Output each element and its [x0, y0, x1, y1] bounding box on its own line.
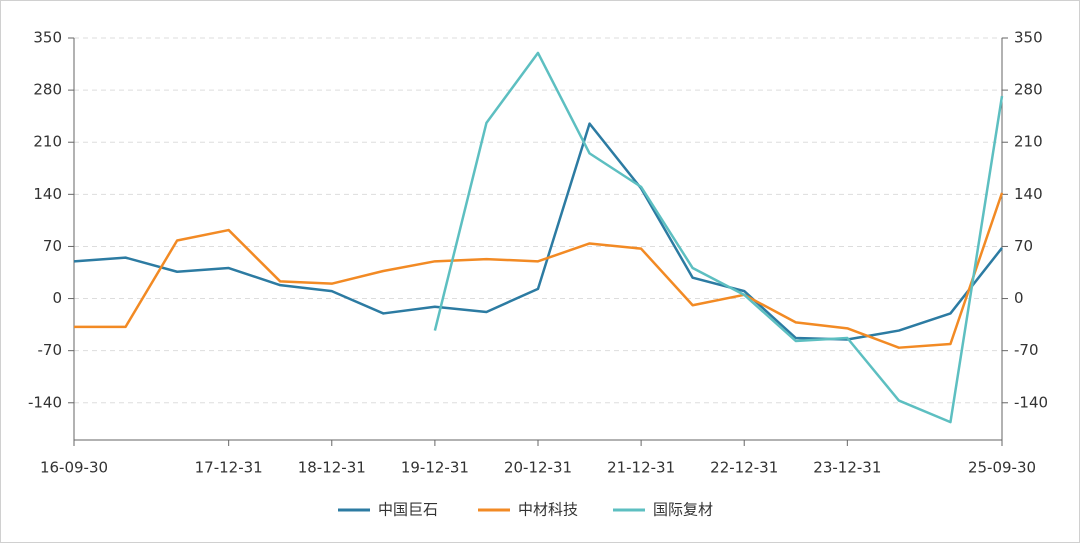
y-tick-label: 280	[33, 81, 62, 99]
y-tick-label: 140	[33, 185, 62, 203]
y2-tick-label: 0	[1014, 289, 1024, 307]
y2-tick-label: 140	[1014, 185, 1043, 203]
x-tick-label: 17-12-31	[195, 459, 263, 477]
y2-tick-label: 350	[1014, 29, 1043, 47]
series-line	[74, 192, 1004, 349]
y-tick-label: 210	[33, 133, 62, 151]
y-tick-label: -70	[38, 341, 63, 359]
y2-tick-label: -70	[1014, 341, 1039, 359]
y2-tick-label: -140	[1014, 393, 1048, 411]
y2-tick-label: 70	[1014, 237, 1033, 255]
x-tick-label: 23-12-31	[813, 459, 881, 477]
y-tick-label: 0	[52, 289, 62, 307]
x-tick-label: 21-12-31	[607, 459, 675, 477]
y-tick-label: 350	[33, 29, 62, 47]
x-tick-label: 20-12-31	[504, 459, 572, 477]
x-tick-label: 25-09-30	[968, 459, 1036, 477]
y-tick-label: 70	[43, 237, 62, 255]
x-tick-label: 16-09-30	[40, 459, 108, 477]
x-tick-label: 18-12-31	[298, 459, 366, 477]
y-tick-label: -140	[28, 393, 62, 411]
legend-label: 中国巨石	[378, 501, 438, 519]
x-tick-label: 19-12-31	[401, 459, 469, 477]
x-tick-label: 22-12-31	[710, 459, 778, 477]
y2-tick-label: 210	[1014, 133, 1043, 151]
series-line	[433, 51, 1004, 424]
y2-tick-label: 280	[1014, 81, 1043, 99]
legend-label: 国际复材	[653, 501, 713, 519]
legend-label: 中材科技	[518, 501, 578, 519]
